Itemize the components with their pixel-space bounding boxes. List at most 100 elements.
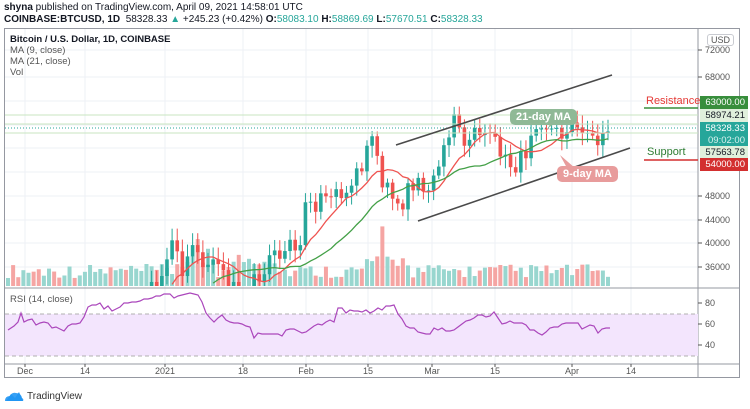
volume-bar <box>123 269 128 286</box>
candle-body <box>267 255 272 275</box>
volume-bar <box>77 275 82 286</box>
volume-bar <box>421 271 426 286</box>
candle-body <box>513 167 518 173</box>
volume-bar <box>575 269 580 286</box>
volume-bar <box>344 269 349 286</box>
volume-bar <box>339 276 344 286</box>
time-tick-label: 14 <box>80 366 90 376</box>
volume-bar <box>57 277 62 286</box>
open-value: 58083.10 <box>276 14 319 25</box>
volume-bar <box>508 264 513 286</box>
candle-body <box>308 201 313 203</box>
volume-bar <box>349 267 354 286</box>
currency-button[interactable]: USD <box>707 34 735 46</box>
legend-ma21[interactable]: MA (21, close) <box>10 56 71 67</box>
volume-bar <box>554 269 559 286</box>
volume-bar <box>488 267 493 286</box>
volume-bar <box>385 256 390 286</box>
price-badge: 58974.21 <box>700 109 748 122</box>
volume-bar <box>472 276 477 286</box>
volume-bar <box>590 270 595 286</box>
candle-body <box>575 122 580 128</box>
volume-bar <box>559 267 564 286</box>
volume-bar <box>482 267 487 286</box>
volume-bar <box>6 278 10 286</box>
candle-body <box>283 251 287 259</box>
candle-body <box>221 264 226 271</box>
price-tick-label: 72000 <box>705 45 730 55</box>
volume-bar <box>416 267 421 286</box>
volume-bar <box>457 270 462 286</box>
rsi-legend[interactable]: RSI (14, close) <box>10 294 73 305</box>
price-change: +245.23 (+0.42%) <box>182 14 263 25</box>
ma9-pointer <box>560 155 575 168</box>
brand-text: TradingView <box>27 390 83 402</box>
volume-bar <box>549 273 554 286</box>
volume-bar <box>144 264 149 286</box>
candle-body <box>293 239 297 251</box>
volume-bar <box>16 277 21 286</box>
candle-body <box>395 198 400 204</box>
candle-body <box>570 122 574 133</box>
candle-body <box>175 240 180 252</box>
channel-upper-line <box>395 74 613 146</box>
candle-body <box>590 132 595 136</box>
candle-body <box>539 128 544 130</box>
price-badge: 63000.00 <box>700 96 748 109</box>
legend-volume[interactable]: Vol <box>10 67 24 78</box>
candle-body <box>606 131 610 133</box>
volume-bar <box>190 256 195 286</box>
candle-body <box>190 245 195 257</box>
volume-bar <box>400 258 405 286</box>
candle-body <box>365 145 369 172</box>
candle-body <box>160 276 164 286</box>
candle-body <box>154 281 159 286</box>
low-value: 57670.51 <box>385 14 428 25</box>
symbol-ohlc-bar: COINBASE:BTCUSD, 1D 58328.33 ▲ +245.23 (… <box>4 14 483 25</box>
volume-bar <box>72 277 77 286</box>
candle-body <box>375 136 380 156</box>
legend-ma9[interactable]: MA (9, close) <box>10 45 66 56</box>
volume-bar <box>534 266 539 286</box>
volume-bar <box>67 266 72 286</box>
rsi-line <box>7 292 610 340</box>
time-tick-label: Apr <box>565 366 579 376</box>
time-tick-label: Dec <box>17 366 34 376</box>
time-tick-label: 18 <box>238 366 248 376</box>
up-arrow-icon: ▲ <box>170 14 181 25</box>
volume-bar <box>282 269 287 286</box>
volume-bar <box>600 270 605 286</box>
price-tick-label: 40000 <box>705 238 730 248</box>
volume-bar <box>426 265 431 286</box>
price-tick-label: 48000 <box>705 191 730 201</box>
volume-bar <box>113 270 118 286</box>
time-tick-label: 15 <box>490 366 500 376</box>
candle-body <box>426 190 431 192</box>
volume-bar <box>26 272 31 286</box>
volume-bar <box>375 256 380 286</box>
volume-bar <box>606 276 610 286</box>
volume-bar <box>211 264 216 286</box>
candle-body <box>601 132 605 146</box>
ma9-line <box>171 128 609 285</box>
candle-body <box>195 245 200 253</box>
volume-bar <box>103 273 108 286</box>
volume-bar <box>170 274 175 286</box>
rsi-band <box>5 314 698 356</box>
cloud-logo-icon <box>5 392 24 401</box>
candle-body <box>519 151 523 173</box>
candle-body <box>339 189 344 199</box>
price-tick-label: 36000 <box>705 262 730 272</box>
tradingview-logo[interactable]: TradingView <box>4 390 82 402</box>
volume-bar <box>323 266 328 286</box>
candle-body <box>360 168 364 172</box>
rsi-tick-label: 80 <box>705 298 715 308</box>
last-price: 58328.33 <box>125 14 168 25</box>
volume-bar <box>452 269 457 286</box>
support-label: Support <box>647 146 686 158</box>
volume-bar <box>498 265 503 286</box>
volume-bar <box>518 267 523 286</box>
high-value: 58869.69 <box>331 14 374 25</box>
volume-bar <box>52 271 57 286</box>
volume-bar <box>41 275 46 286</box>
